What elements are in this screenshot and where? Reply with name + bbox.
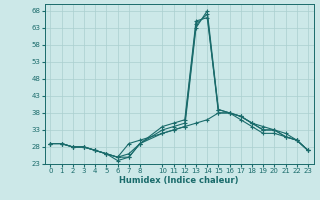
X-axis label: Humidex (Indice chaleur): Humidex (Indice chaleur) xyxy=(119,176,239,185)
